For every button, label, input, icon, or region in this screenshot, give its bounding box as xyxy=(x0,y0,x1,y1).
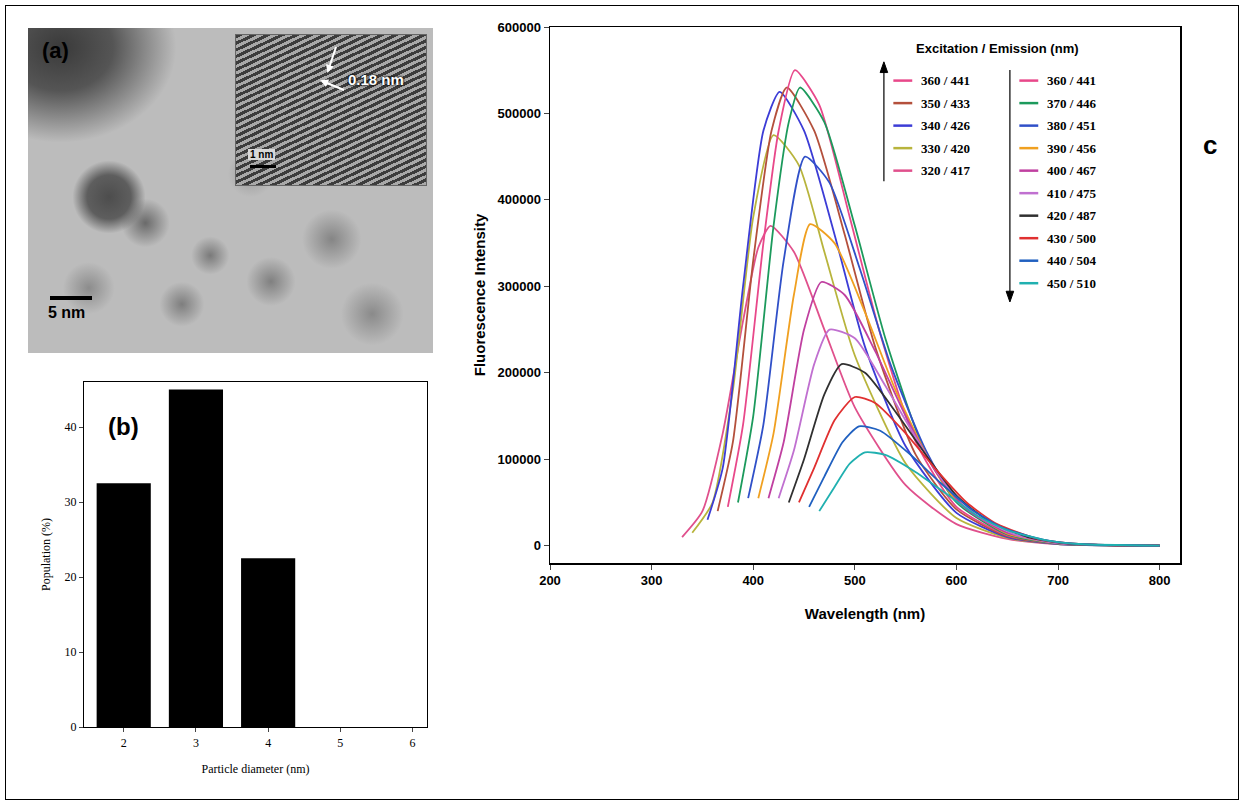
svg-text:700: 700 xyxy=(1047,573,1069,588)
svg-text:390 / 456: 390 / 456 xyxy=(1047,141,1097,156)
svg-text:500: 500 xyxy=(844,573,866,588)
svg-text:300: 300 xyxy=(641,573,663,588)
html-text:1 nm: 1 nm xyxy=(250,149,274,160)
svg-text:5: 5 xyxy=(337,736,343,750)
svg-text:500000: 500000 xyxy=(498,106,541,121)
svg-text:40: 40 xyxy=(64,420,76,434)
svg-text:200: 200 xyxy=(539,573,561,588)
svg-text:300000: 300000 xyxy=(498,279,541,294)
svg-text:0: 0 xyxy=(534,538,541,553)
svg-text:2: 2 xyxy=(121,736,127,750)
svg-text:400: 400 xyxy=(742,573,764,588)
svg-text:800: 800 xyxy=(1149,573,1171,588)
svg-text:6: 6 xyxy=(410,736,416,750)
svg-text:Population (%): Population (%) xyxy=(39,518,53,591)
svg-text:400000: 400000 xyxy=(498,192,541,207)
svg-text:360 / 441: 360 / 441 xyxy=(921,73,970,88)
html-text:0.18 nm: 0.18 nm xyxy=(348,71,404,88)
svg-text:410 / 475: 410 / 475 xyxy=(1047,186,1097,201)
svg-text:420 / 487: 420 / 487 xyxy=(1047,208,1097,223)
svg-text:440 / 504: 440 / 504 xyxy=(1047,253,1097,268)
svg-text:330 / 420: 330 / 420 xyxy=(921,141,970,156)
svg-text:10: 10 xyxy=(64,645,76,659)
svg-text:0: 0 xyxy=(70,720,76,734)
svg-text:430 / 500: 430 / 500 xyxy=(1047,231,1096,246)
svg-text:600: 600 xyxy=(946,573,968,588)
svg-text:450 / 510: 450 / 510 xyxy=(1047,276,1096,291)
svg-text:100000: 100000 xyxy=(498,452,541,467)
svg-text:400 / 467: 400 / 467 xyxy=(1047,163,1097,178)
svg-text:4: 4 xyxy=(265,736,271,750)
html-text:c: c xyxy=(1203,130,1218,160)
svg-text:Particle diameter (nm): Particle diameter (nm) xyxy=(202,762,310,776)
svg-text:340 / 426: 340 / 426 xyxy=(921,118,971,133)
html-text:5 nm: 5 nm xyxy=(48,304,86,321)
html-text:(a): (a) xyxy=(42,38,69,63)
svg-text:Excitation / Emission (nm): Excitation / Emission (nm) xyxy=(916,41,1079,56)
svg-text:600000: 600000 xyxy=(498,20,541,35)
svg-text:20: 20 xyxy=(64,570,76,584)
svg-text:370 / 446: 370 / 446 xyxy=(1047,96,1097,111)
svg-text:(b): (b) xyxy=(108,413,139,440)
svg-text:350 / 433: 350 / 433 xyxy=(921,96,971,111)
svg-text:320 / 417: 320 / 417 xyxy=(921,163,971,178)
svg-text:380 / 451: 380 / 451 xyxy=(1047,118,1096,133)
svg-text:200000: 200000 xyxy=(498,365,541,380)
svg-text:30: 30 xyxy=(64,495,76,509)
svg-text:360 / 441: 360 / 441 xyxy=(1047,73,1096,88)
svg-text:Wavelength (nm): Wavelength (nm) xyxy=(805,605,925,622)
svg-text:3: 3 xyxy=(193,736,199,750)
svg-text:Fluorescence Intensity: Fluorescence Intensity xyxy=(471,213,488,376)
